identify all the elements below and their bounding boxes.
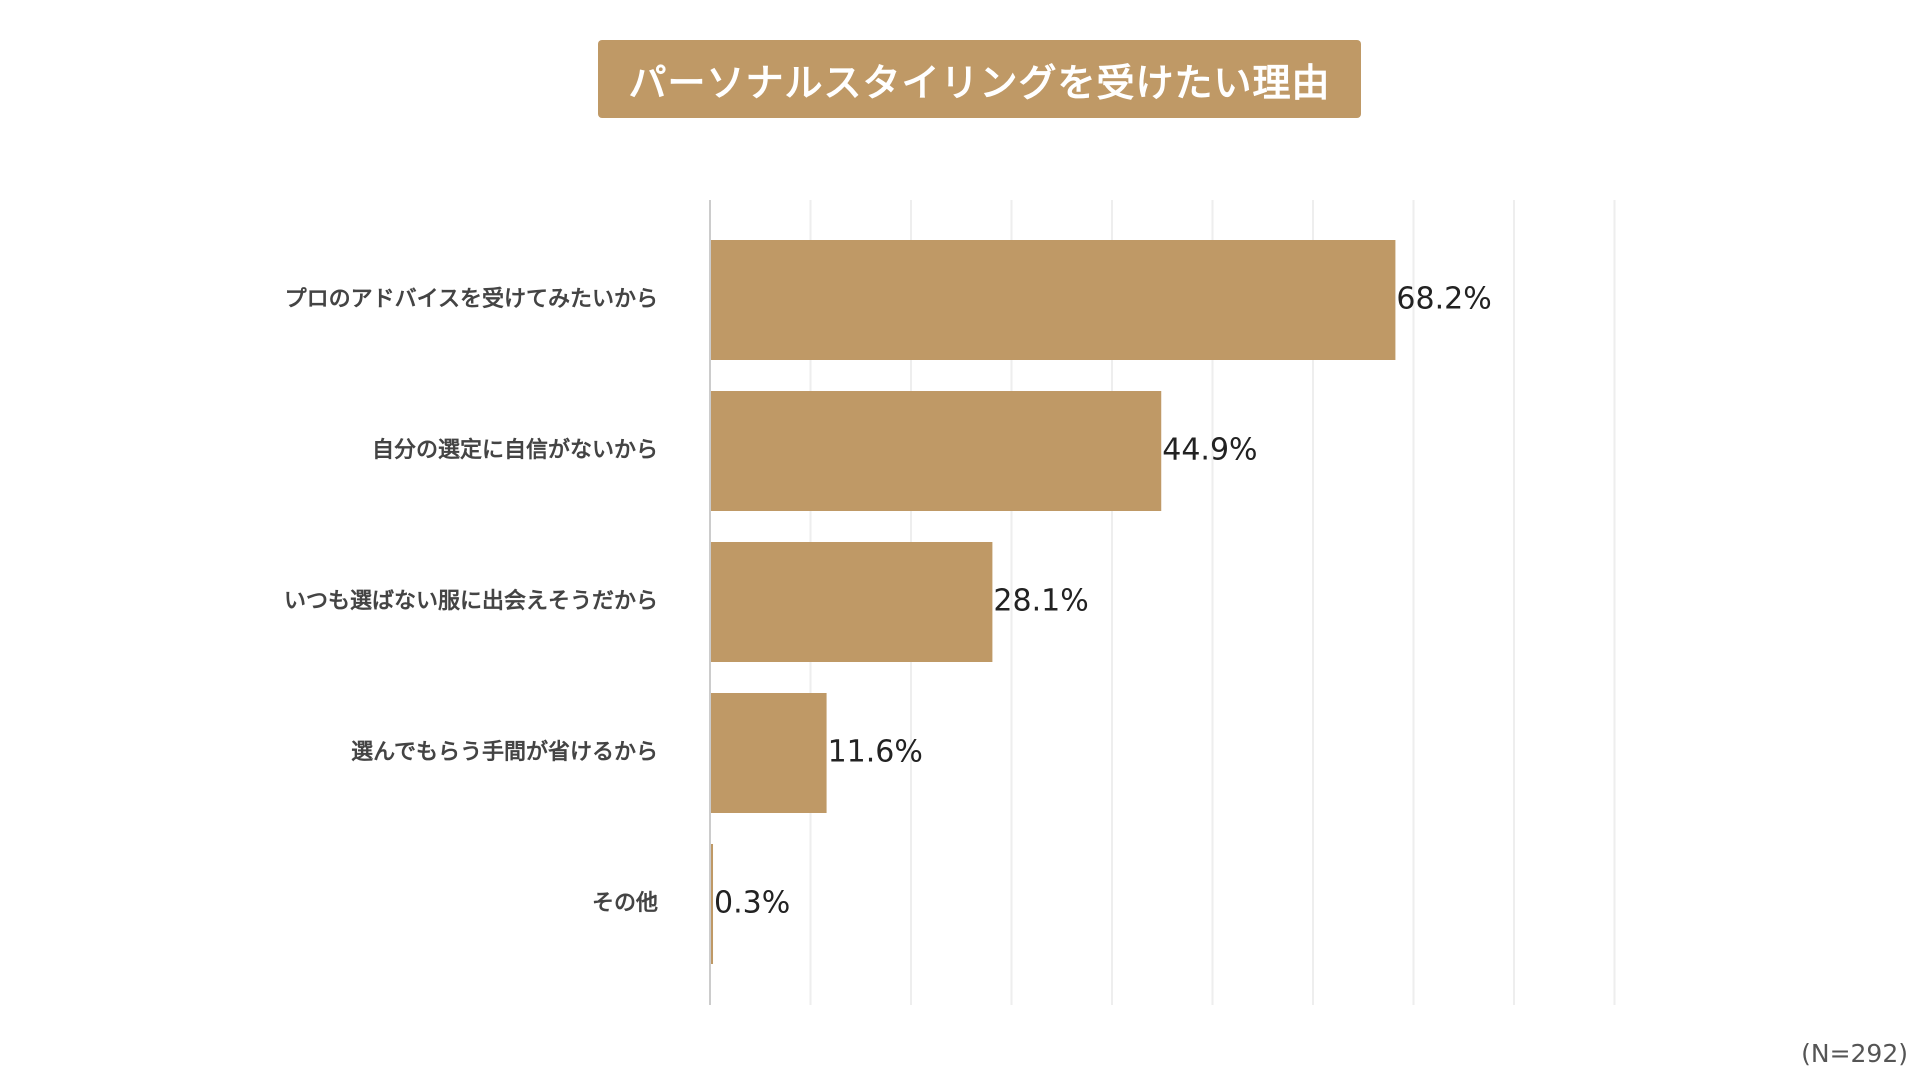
bar — [710, 391, 1162, 511]
category-label: その他 — [592, 891, 658, 916]
data-label: 28.1% — [993, 584, 1088, 619]
chart-title-box: パーソナルスタイリングを受けたい理由 — [598, 40, 1361, 118]
category-label: プロのアドバイスを受けてみたいから — [285, 286, 658, 312]
bar — [710, 844, 714, 964]
chart-title: パーソナルスタイリングを受けたい理由 — [628, 60, 1331, 105]
bar — [710, 542, 993, 662]
data-label: 44.9% — [1162, 433, 1257, 468]
data-label: 11.6% — [828, 735, 923, 770]
data-label: 68.2% — [1396, 282, 1491, 317]
category-label: 選んでもらう手間が省けるから — [351, 739, 658, 765]
sample-size-note: (N=292) — [1801, 1039, 1908, 1068]
data-label: 0.3% — [714, 886, 790, 921]
category-label: 自分の選定に自信がないから — [372, 437, 658, 463]
bar — [710, 693, 827, 813]
bar — [710, 240, 1396, 360]
category-label: いつも選ばない服に出会えそうだから — [284, 588, 658, 614]
